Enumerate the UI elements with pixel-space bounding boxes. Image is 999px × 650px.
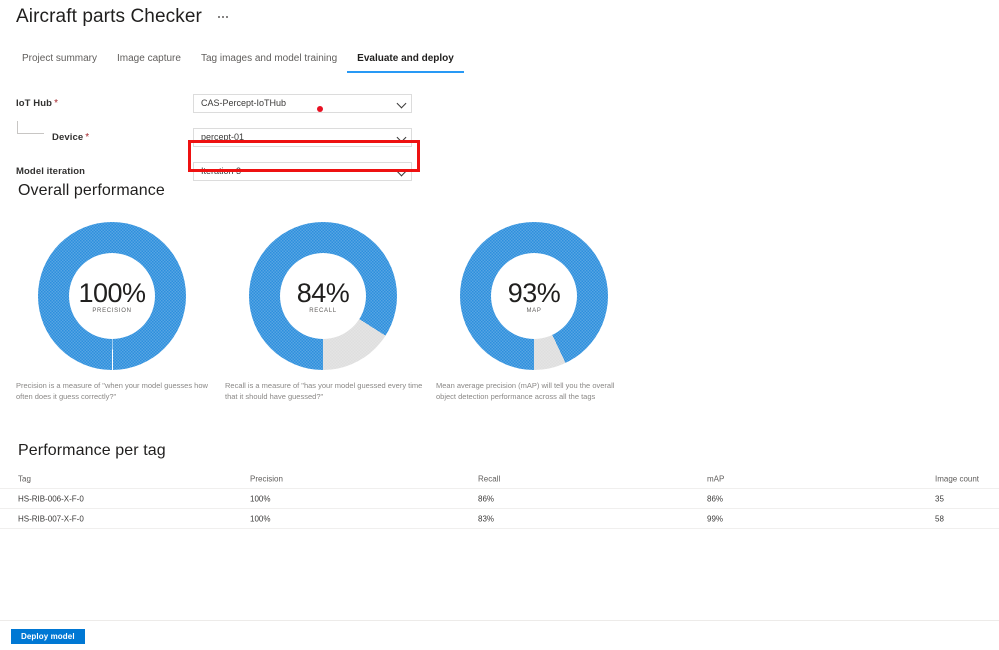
chevron-down-icon [397,98,407,108]
more-options-icon[interactable] [216,12,230,22]
required-marker: * [85,131,90,143]
tab-image-capture[interactable]: Image capture [117,53,181,64]
cell-recall: 86% [478,494,495,503]
performance-per-tag-heading: Performance per tag [18,442,166,459]
overall-performance-charts: 100% PRECISION Precision is a measure of… [0,222,999,422]
iot-hub-value: CAS-Percept-IoTHub [201,98,287,108]
cell-recall: 83% [478,514,495,523]
donut-description: Recall is a measure of "has your model g… [225,381,423,401]
tab-evaluate-and-deploy[interactable]: Evaluate and deploy [347,52,464,73]
cell-tag: HS-RIB-007-X-F-0 [18,514,84,523]
ellipsis-dot [221,16,224,18]
donut-value: 93% [507,277,561,308]
tab-project-summary[interactable]: Project summary [22,53,98,64]
footer-divider [0,620,999,621]
column-header-precision: Precision [250,474,283,484]
donut-chart-map: 93% MAP Mean average precision (mAP) wil… [436,222,648,401]
table-row[interactable]: HS-RIB-006-X-F-0 100% 86% 86% 35 [0,489,999,509]
page-header: Aircraft parts Checker [16,5,230,29]
donut-description: Mean average precision (mAP) will tell y… [436,381,615,401]
donut-metric-label: PRECISION [92,307,132,314]
donut-center: 84% RECALL [280,253,366,339]
donut-value: 84% [296,277,350,308]
overall-performance-heading: Overall performance [18,182,165,199]
donut-description: Precision is a measure of "when your mod… [16,381,208,401]
donut-center: 100% PRECISION [69,253,155,339]
cell-precision: 100% [250,494,271,503]
table-row[interactable]: HS-RIB-007-X-F-0 100% 83% 99% 58 [0,509,999,529]
ellipsis-dot [225,16,228,18]
cell-image-count: 35 [935,494,944,503]
device-label: Device * [52,131,90,143]
tab-tag-images-and-model-training[interactable]: Tag images and model training [200,53,338,64]
donut-metric-label: RECALL [309,307,337,314]
donut-metric-label: MAP [526,307,542,314]
donut-chart-precision: 100% PRECISION Precision is a measure of… [14,222,226,401]
cell-image-count: 58 [935,514,944,523]
model-iteration-select[interactable]: Iteration 3 [193,161,412,181]
donut-center: 93% MAP [491,253,577,339]
column-header-image-count: Image count [935,474,980,484]
deployment-form: IoT Hub * CAS-Percept-IoTHub Device * perc… [0,90,430,181]
chevron-down-icon [397,166,407,176]
device-select[interactable]: percept-01 [193,127,412,147]
required-marker: * [54,97,59,109]
donut-map-graphic: 93% MAP [460,222,608,370]
donut-value: 100% [78,277,146,308]
page-title: Aircraft parts Checker [16,6,202,27]
device-tree-connector [17,121,44,134]
iot-hub-label: IoT Hub * [16,97,59,109]
column-header-map: mAP [707,474,725,484]
ellipsis-dot [217,16,220,18]
donut-chart-recall: 84% RECALL Recall is a measure of "has y… [225,222,437,401]
cell-map: 99% [707,514,724,523]
deploy-model-button[interactable]: Deploy model [11,629,85,644]
model-iteration-label: Model iteration [16,165,86,177]
column-header-recall: Recall [478,474,501,484]
form-row-device: Device * percept-01 [0,124,430,150]
cell-map: 86% [707,494,724,503]
device-value: percept-01 [201,132,245,142]
model-iteration-value: Iteration 3 [201,166,242,176]
iot-hub-select[interactable]: CAS-Percept-IoTHub [193,93,412,113]
form-row-iot-hub: IoT Hub * CAS-Percept-IoTHub [0,90,430,116]
performance-per-tag-table: Tag Precision Recall mAP Image count HS-… [0,470,999,529]
table-header-row: Tag Precision Recall mAP Image count [0,470,999,489]
tab-bar: Project summary Image capture Tag images… [12,52,464,73]
cell-tag: HS-RIB-006-X-F-0 [18,494,84,503]
chevron-down-icon [397,132,407,142]
donut-recall-graphic: 84% RECALL [249,222,397,370]
donut-precision-graphic: 100% PRECISION [38,222,186,370]
column-header-tag: Tag [18,474,31,484]
cell-precision: 100% [250,514,271,523]
